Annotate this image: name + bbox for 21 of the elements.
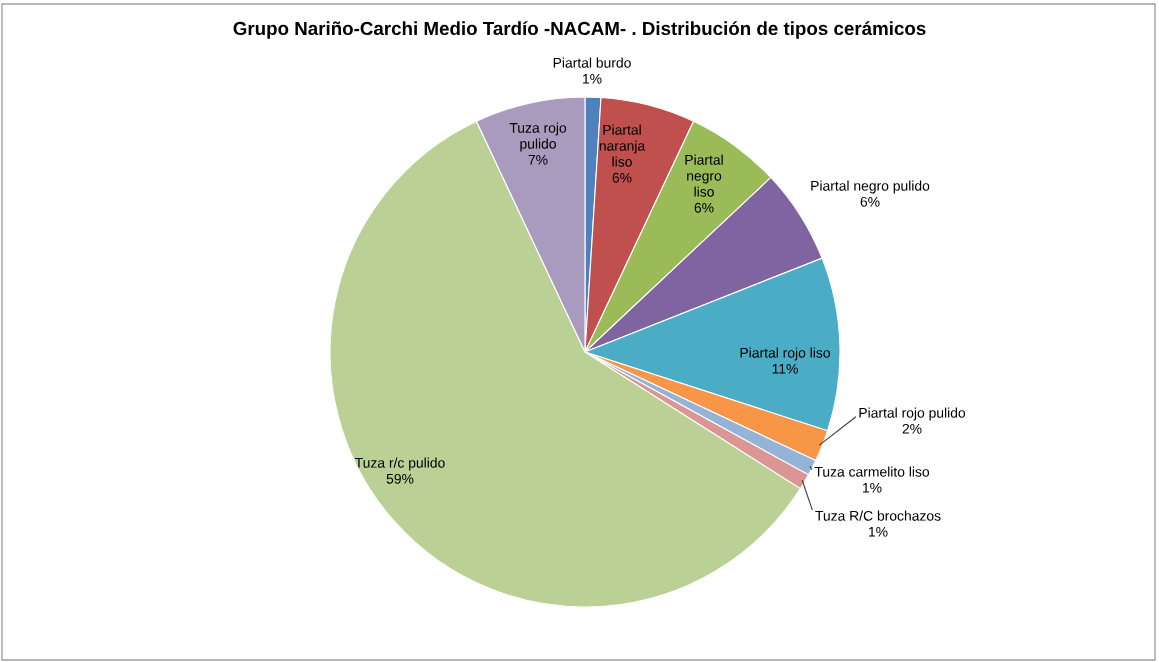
data-label: 6% (860, 196, 880, 207)
slice-label: Piartal rojo liso (740, 347, 830, 361)
slice-label: Piartal negro pulido (811, 180, 930, 194)
slice-label: Tuza r/c pulido (355, 457, 445, 471)
chart-title: Grupo Nariño-Carchi Medio Tardío -NACAM- . Distribución de tipos cerámicos (233, 21, 926, 39)
data-label: 1% (863, 482, 882, 493)
slice-label: Piartal burdo (553, 57, 631, 68)
data-label: 11% (772, 363, 798, 374)
slice-label: Piartal naranja liso (599, 124, 646, 167)
slice-label: Tuza rojo pulido (509, 122, 567, 152)
slice-label: Tuza carmelito liso (814, 466, 930, 477)
data-label: 7% (528, 154, 548, 165)
data-label: 1% (869, 526, 888, 537)
slice-label: Tuza R/C brochazos (815, 510, 941, 521)
data-label: 6% (694, 202, 714, 213)
data-label: 1% (583, 73, 602, 84)
slice-label: Piartal rojo pulido (859, 407, 966, 421)
data-label: 2% (902, 423, 922, 434)
data-label: 6% (612, 172, 632, 183)
data-label: 59% (386, 473, 414, 484)
slice-label: Piartal negro liso (685, 154, 723, 197)
